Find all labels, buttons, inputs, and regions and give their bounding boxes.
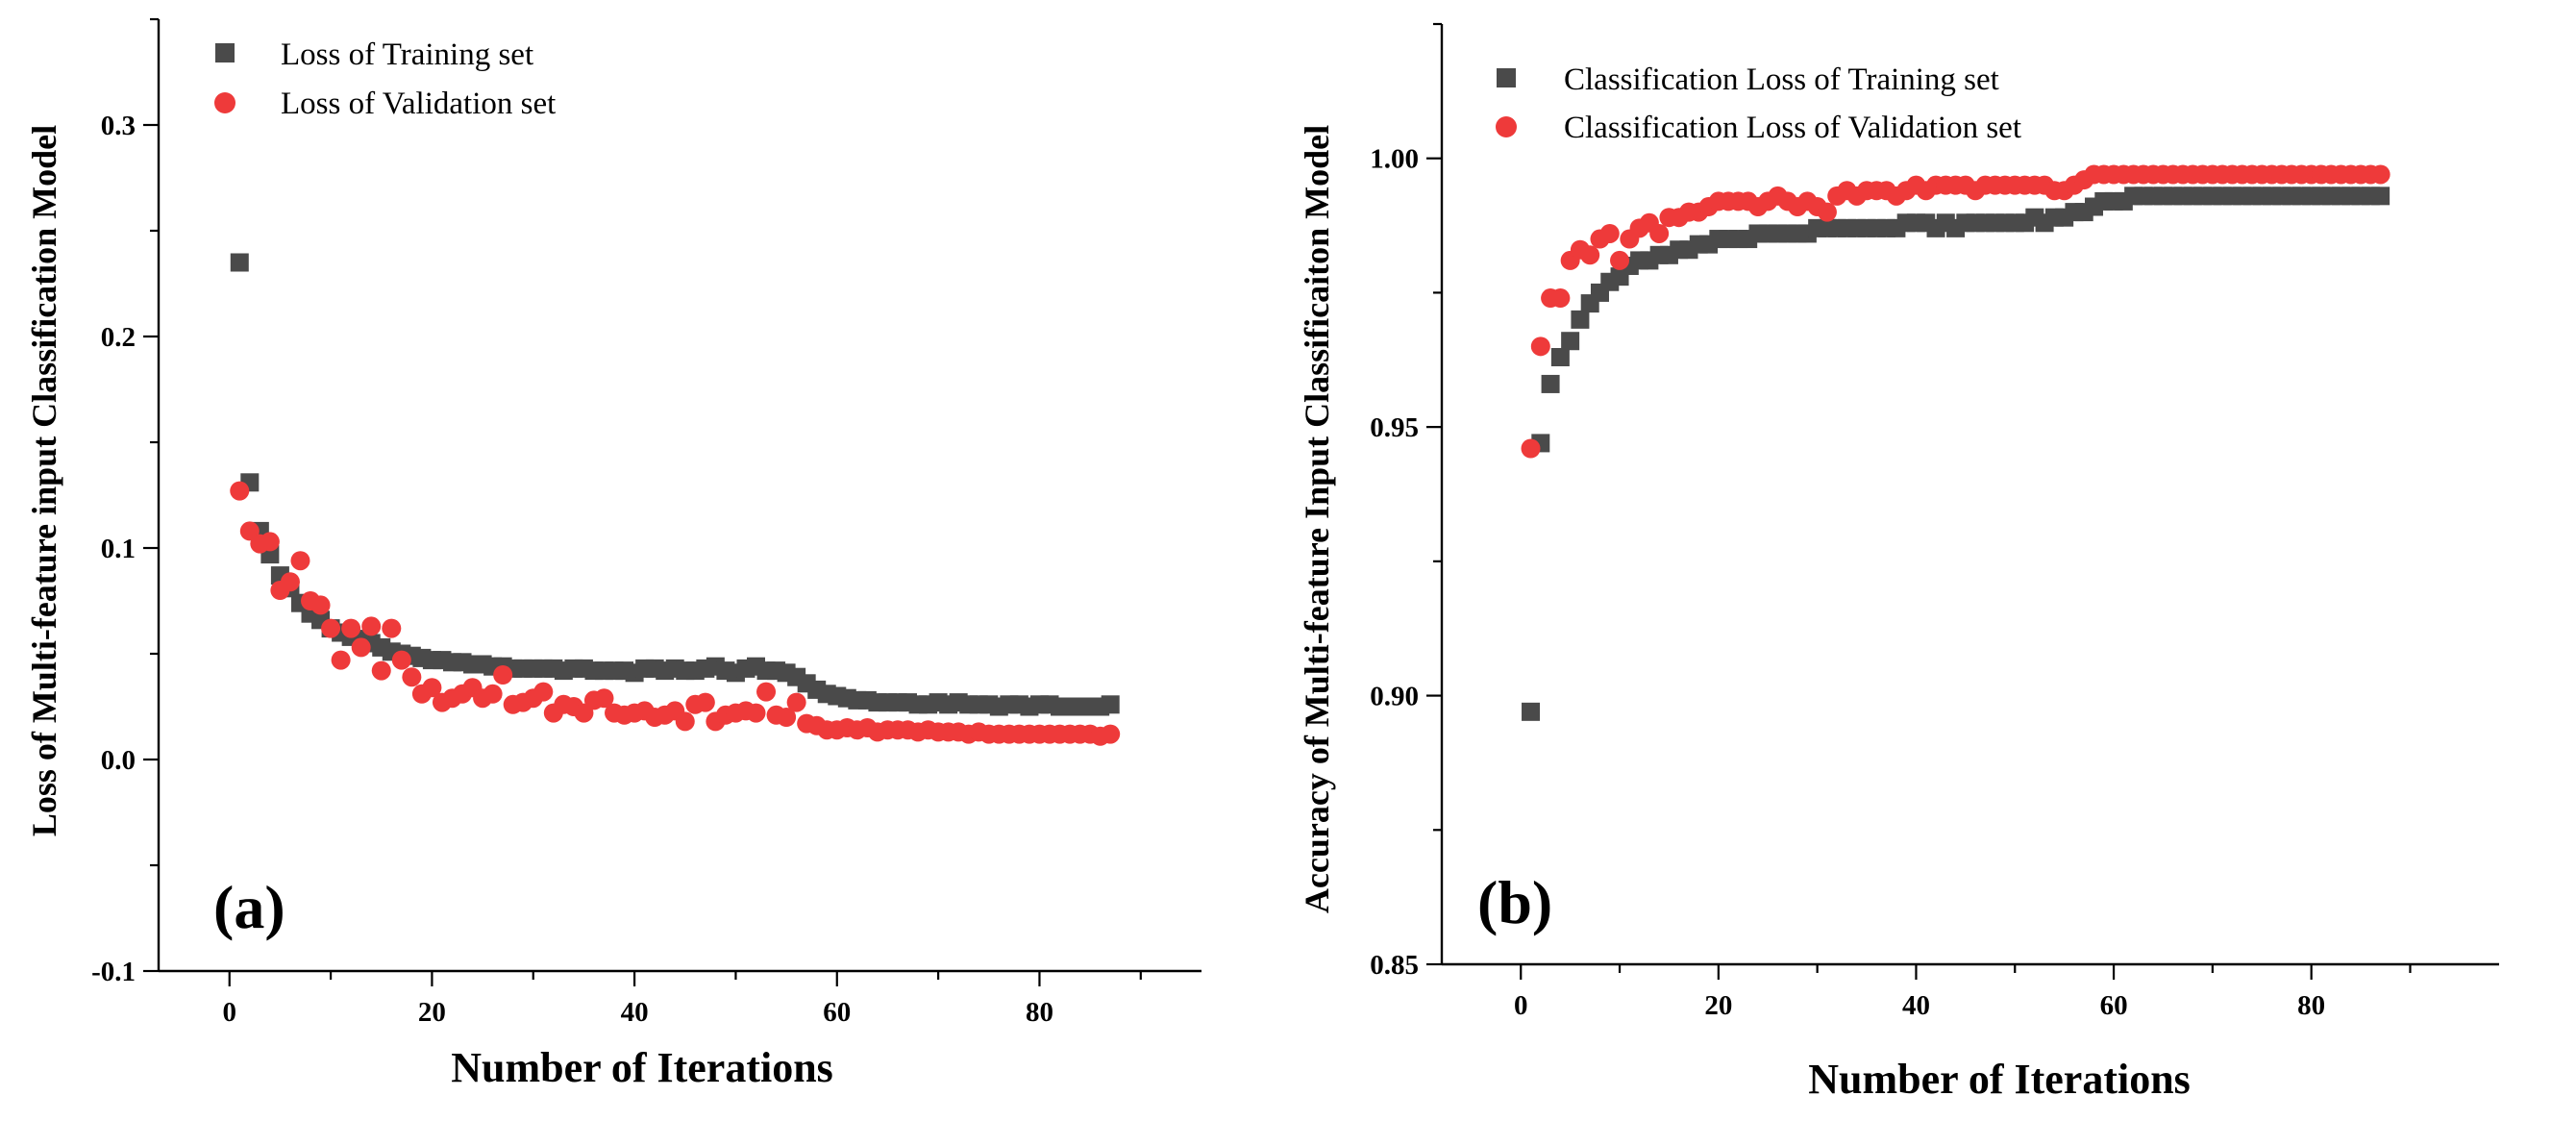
panel-a-legend: Loss of Training set Loss of Validation … bbox=[214, 37, 556, 121]
validation-point bbox=[422, 678, 442, 698]
training-point bbox=[1571, 310, 1590, 329]
panel-b-accuracy-chart: 0 20 40 60 80 0.85 0.90 0.95 1.00 Number of Ite… bbox=[1298, 22, 2499, 1103]
panel-b-x-ticks: 0 20 40 60 80 bbox=[1514, 964, 2412, 1021]
validation-point bbox=[290, 551, 310, 571]
validation-point bbox=[483, 684, 503, 704]
training-point bbox=[1101, 695, 1120, 714]
validation-point bbox=[280, 572, 300, 592]
y-tick-label: 0.95 bbox=[1370, 412, 1419, 443]
panel-a-legend-training-marker bbox=[215, 43, 235, 62]
y-tick-label: 0.90 bbox=[1370, 682, 1419, 712]
panel-b-x-axis-title: Number of Iterations bbox=[1808, 1056, 2191, 1103]
validation-point bbox=[1817, 202, 1837, 222]
y-tick-label: 0.85 bbox=[1370, 950, 1419, 981]
panel-b-label: (b) bbox=[1477, 868, 1552, 936]
validation-point bbox=[675, 711, 695, 732]
panel-b-legend-validation-marker bbox=[1496, 116, 1517, 137]
training-point bbox=[230, 253, 249, 272]
training-point bbox=[1541, 374, 1560, 393]
validation-point bbox=[382, 618, 402, 638]
validation-point bbox=[1530, 336, 1550, 357]
x-tick-label: 0 bbox=[222, 997, 236, 1028]
panel-b-legend-training-label: Classification Loss of Training set bbox=[1564, 62, 1999, 97]
validation-point bbox=[391, 650, 411, 670]
panel-a-legend-validation-marker bbox=[214, 92, 235, 113]
validation-point bbox=[695, 692, 715, 712]
validation-point bbox=[230, 481, 250, 501]
x-tick-label: 40 bbox=[621, 997, 649, 1028]
panel-a-y-axis-title: Loss of Multi-feature input Classificati… bbox=[25, 125, 63, 836]
validation-point bbox=[361, 616, 382, 636]
validation-point bbox=[493, 665, 513, 685]
y-tick-label: 0.3 bbox=[101, 111, 136, 141]
panel-b-data-points bbox=[1521, 164, 2390, 721]
validation-point bbox=[341, 618, 361, 638]
y-tick-label: 0.2 bbox=[101, 322, 136, 353]
x-tick-label: 60 bbox=[823, 997, 851, 1028]
training-point bbox=[1522, 702, 1541, 721]
validation-point bbox=[1599, 223, 1620, 243]
validation-point bbox=[594, 688, 614, 709]
x-tick-label: 80 bbox=[2297, 990, 2325, 1021]
validation-point bbox=[371, 660, 391, 681]
training-series bbox=[230, 253, 1120, 716]
panel-a-axes bbox=[157, 19, 1201, 973]
panel-b-y-axis-title: Accuracy of Multi-feature Input Classifi… bbox=[1298, 125, 1336, 913]
validation-point bbox=[1521, 438, 1541, 459]
validation-point bbox=[533, 682, 554, 702]
validation-point bbox=[321, 618, 341, 638]
training-series bbox=[1522, 187, 2390, 721]
y-tick-label: 1.00 bbox=[1370, 144, 1419, 175]
y-tick-label: 0.0 bbox=[101, 745, 136, 776]
panel-a-data-points bbox=[230, 253, 1121, 746]
validation-point bbox=[1550, 288, 1571, 309]
panel-a-legend-training-label: Loss of Training set bbox=[281, 37, 533, 72]
training-point bbox=[2371, 187, 2390, 206]
x-tick-label: 20 bbox=[418, 997, 446, 1028]
y-tick-label: -0.1 bbox=[91, 957, 136, 987]
panel-b-axes bbox=[1440, 24, 2499, 966]
x-tick-label: 20 bbox=[1704, 990, 1732, 1021]
validation-point bbox=[777, 708, 797, 727]
panel-a-label: (a) bbox=[213, 873, 285, 941]
validation-point bbox=[1580, 245, 1600, 265]
validation-series bbox=[230, 481, 1121, 746]
validation-point bbox=[310, 595, 331, 615]
validation-point bbox=[260, 532, 280, 552]
panel-a-y-ticks: -0.1 0.0 0.1 0.2 0.3 bbox=[91, 17, 159, 987]
x-tick-label: 40 bbox=[1902, 990, 1930, 1021]
validation-point bbox=[1610, 250, 1630, 270]
panel-b-legend-validation-label: Classification Loss of Validation set bbox=[1564, 111, 2021, 145]
validation-point bbox=[351, 637, 371, 658]
x-tick-label: 80 bbox=[1026, 997, 1053, 1028]
training-point bbox=[1561, 332, 1580, 351]
training-point bbox=[1550, 347, 1570, 366]
panel-a-loss-chart: 0 20 40 60 80 -0.1 0.0 0.1 0.2 0.3 Number of Ite… bbox=[25, 17, 1201, 1091]
x-tick-label: 60 bbox=[2100, 990, 2128, 1021]
y-tick-label: 0.1 bbox=[101, 534, 136, 564]
validation-point bbox=[1649, 223, 1670, 243]
validation-point bbox=[2370, 164, 2390, 185]
validation-point bbox=[756, 682, 777, 702]
validation-point bbox=[786, 692, 806, 712]
validation-point bbox=[331, 650, 351, 670]
x-tick-label: 0 bbox=[1514, 990, 1528, 1021]
panel-b-legend: Classification Loss of Training set Clas… bbox=[1496, 62, 2021, 145]
validation-point bbox=[1101, 724, 1121, 744]
validation-point bbox=[746, 703, 766, 723]
panel-b-legend-training-marker bbox=[1497, 68, 1516, 87]
validation-series bbox=[1521, 164, 2390, 459]
validation-point bbox=[402, 667, 422, 687]
panel-a-x-axis-title: Number of Iterations bbox=[451, 1044, 833, 1091]
panel-a-legend-validation-label: Loss of Validation set bbox=[281, 87, 556, 121]
panel-b-y-ticks: 0.85 0.90 0.95 1.00 bbox=[1370, 22, 1442, 981]
panel-a-x-ticks: 0 20 40 60 80 bbox=[222, 971, 1142, 1028]
